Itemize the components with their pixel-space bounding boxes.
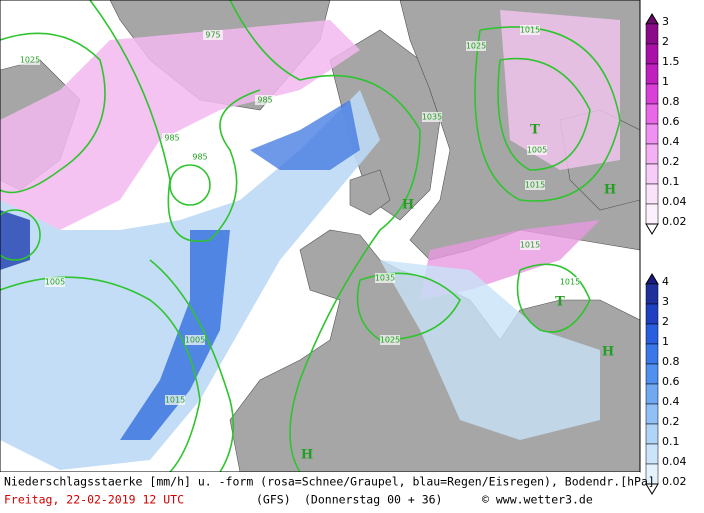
- legend-tip: [645, 13, 659, 25]
- legend-cell: [645, 283, 659, 305]
- isobar-label-bg: [203, 30, 223, 40]
- legend-label: 3: [662, 295, 669, 308]
- isobar-label: 1035: [375, 274, 395, 283]
- legend-label: 1: [662, 335, 669, 348]
- isobar-label-bg: [190, 152, 210, 162]
- isobar-label: 1005: [185, 336, 205, 345]
- rain-legend: 4 3 2 1 0.8 0.6 0.4 0.2 0.1 0.04 0.02: [645, 273, 687, 495]
- map-labels: 1025 975 985 985 985 1035 1025 1015 1005 1015 1035…: [20, 25, 616, 463]
- legend-cell: [645, 123, 659, 145]
- pressure-center: H: [301, 448, 313, 463]
- isobar-label: 1005: [45, 278, 65, 287]
- isobar-label: 1015: [520, 26, 540, 35]
- isobar-label: 985: [164, 134, 179, 143]
- legend-label: 1: [662, 75, 669, 88]
- isobar-label: 1025: [20, 56, 40, 65]
- model: (GFS): [256, 493, 291, 507]
- precipitation: [0, 10, 620, 470]
- legend-cell: [645, 183, 659, 205]
- run-date: Freitag, 22-02-2019 12 UTC: [4, 493, 184, 507]
- isobar-label: 1015: [525, 181, 545, 190]
- pressure-center: T: [530, 123, 540, 138]
- legend-cell: [645, 403, 659, 425]
- legend-label: 0.4: [662, 135, 680, 148]
- legend-label: 0.2: [662, 415, 680, 428]
- isobar-label-bg: [422, 112, 442, 122]
- legend-label: 0.4: [662, 395, 680, 408]
- legend-cell: [645, 83, 659, 105]
- legend-label: 0.1: [662, 175, 680, 188]
- isobar-label-bg: [560, 277, 580, 287]
- legend-cell: [645, 343, 659, 365]
- legend-label: 0.02: [662, 475, 687, 488]
- isobar-label: 985: [257, 96, 272, 105]
- legend-tip: [645, 483, 659, 495]
- isobars: [0, 0, 621, 473]
- snow-legend: 3 2 1.5 1 0.8 0.6 0.4 0.2 0.1 0.04 0.02: [645, 13, 687, 235]
- isobar-label: 1015: [520, 241, 540, 250]
- isobar-label-bg: [165, 395, 185, 405]
- isobar-label-bg: [527, 145, 547, 155]
- isobar-label-bg: [185, 335, 205, 345]
- legend-label: 0.04: [662, 455, 687, 468]
- pressure-center: H: [402, 198, 414, 213]
- legend-cell: [645, 203, 659, 225]
- legend-label: 0.2: [662, 155, 680, 168]
- isobar-label-bg: [520, 240, 540, 250]
- legend-label: 4: [662, 275, 669, 288]
- isobar-label-bg: [520, 25, 540, 35]
- source: © www.wetter3.de: [482, 493, 593, 507]
- pressure-center: T: [555, 295, 565, 310]
- legend-cell: [645, 383, 659, 405]
- legend-label: 0.6: [662, 115, 680, 128]
- isobar-label-bg: [255, 95, 275, 105]
- legend-label: 0.6: [662, 375, 680, 388]
- isobar-label: 1015: [560, 278, 580, 287]
- isobar-label: 975: [205, 31, 220, 40]
- isobar-label-bg: [525, 180, 545, 190]
- legend-cell: [645, 43, 659, 65]
- isobar-label: 985: [192, 153, 207, 162]
- legend-label: 0.04: [662, 195, 687, 208]
- isobar-label: 1025: [380, 336, 400, 345]
- legend-cell: [645, 23, 659, 45]
- legend-tip: [645, 223, 659, 235]
- legend-label: 1.5: [662, 55, 680, 68]
- isobar-label: 1035: [422, 113, 442, 122]
- isobar-label: 1015: [165, 396, 185, 405]
- legend-label: 0.8: [662, 355, 680, 368]
- legend-cell: [645, 103, 659, 125]
- isobar-label-bg: [45, 277, 65, 287]
- legend-cell: [645, 163, 659, 185]
- legend-cell: [645, 63, 659, 85]
- legend-tip: [645, 273, 659, 285]
- legend-cell: [645, 323, 659, 345]
- isobar-label-bg: [466, 41, 486, 51]
- legend-label: 0.8: [662, 95, 680, 108]
- legend-label: 3: [662, 15, 669, 28]
- legend-label: 0.1: [662, 435, 680, 448]
- legend-cell: [645, 303, 659, 325]
- forecast-step: (Donnerstag 00 + 36): [304, 493, 442, 507]
- isobar-label: 1005: [527, 146, 547, 155]
- legend-cell: [645, 423, 659, 445]
- pressure-center: H: [604, 183, 616, 198]
- pressure-center: H: [602, 345, 614, 360]
- isobar-label-bg: [375, 273, 395, 283]
- legend-label: 0.02: [662, 215, 687, 228]
- isobar-label-bg: [162, 133, 182, 143]
- legend-cell: [645, 363, 659, 385]
- legend-label: 2: [662, 35, 669, 48]
- isobar-label-bg: [20, 55, 40, 65]
- legend-cell: [645, 443, 659, 465]
- legend-cell: [645, 143, 659, 165]
- isobar-label-bg: [380, 335, 400, 345]
- caption-area: [0, 472, 640, 513]
- legend-label: 2: [662, 315, 669, 328]
- caption: Niederschlagsstaerke [mm/h] u. -form (ro…: [4, 475, 655, 489]
- isobar-label: 1025: [466, 42, 486, 51]
